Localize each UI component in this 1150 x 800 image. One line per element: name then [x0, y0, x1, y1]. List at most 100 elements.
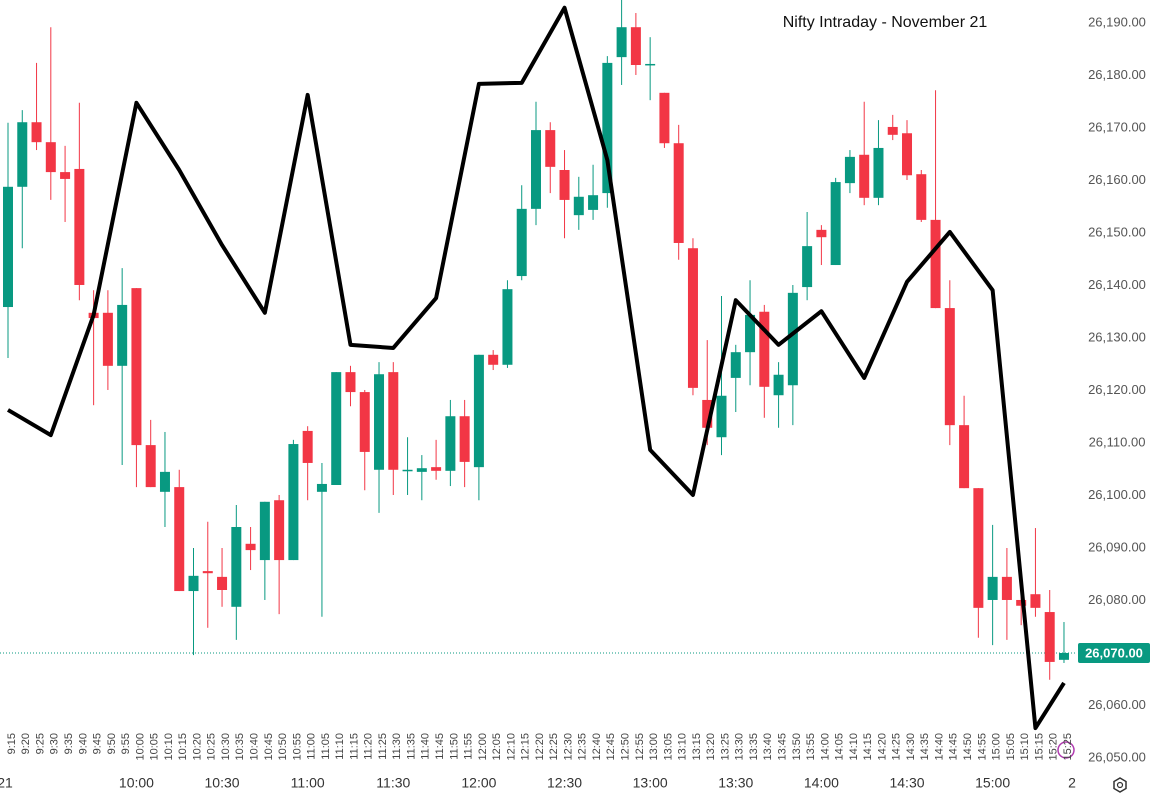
x-tick-label: 15:15	[1033, 733, 1045, 761]
candle-body	[902, 133, 913, 176]
candle-body	[545, 130, 556, 167]
x-tick-label: 9:55	[120, 733, 132, 754]
x-tick-label: 15:00	[991, 733, 1003, 761]
candle-body	[259, 501, 270, 561]
candle-body	[288, 444, 299, 561]
x-tick-label: 10:10	[163, 733, 175, 761]
candle-body	[316, 483, 327, 492]
x-major-label: 14:00	[804, 775, 839, 791]
y-tick-label: 26,050.00	[1088, 749, 1146, 764]
candle-body	[17, 122, 28, 187]
candle-body	[602, 62, 613, 194]
x-tick-label: 14:40	[933, 733, 945, 761]
candle-body	[231, 527, 242, 607]
candle-body	[502, 289, 513, 365]
candle-body	[559, 170, 570, 200]
candle-body	[802, 246, 813, 288]
x-tick-label: 11:40	[420, 733, 432, 760]
y-tick-label: 26,110.00	[1089, 434, 1146, 449]
candle-body	[673, 143, 684, 243]
candle-body	[959, 425, 970, 489]
candle-body	[1016, 599, 1027, 606]
x-tick-label: 12:10	[505, 733, 517, 761]
settings-icon[interactable]	[1113, 777, 1127, 793]
candle-body	[1044, 612, 1055, 662]
replay-icon[interactable]	[1057, 741, 1075, 759]
x-tick-label: 10:20	[191, 733, 203, 761]
y-tick-label: 26,160.00	[1088, 172, 1146, 187]
last-price-box	[1078, 643, 1150, 663]
chart-title: Nifty Intraday - November 21	[783, 14, 988, 31]
candle-body	[844, 156, 855, 184]
x-tick-label: 15:05	[1005, 733, 1017, 761]
candle-body	[45, 142, 56, 173]
candle-body	[359, 392, 370, 452]
x-tick-label: 10:50	[277, 733, 289, 761]
x-major-label: 11:30	[376, 775, 410, 791]
y-tick-label: 26,180.00	[1088, 67, 1146, 82]
x-tick-label: 14:20	[876, 733, 888, 761]
candle-body	[716, 395, 727, 438]
candle-body	[416, 468, 427, 472]
candle-body	[473, 354, 484, 468]
y-tick-label: 26,080.00	[1088, 592, 1146, 607]
candle-body	[174, 487, 185, 592]
x-major-label: 13:30	[718, 775, 753, 791]
y-tick-label: 26,190.00	[1088, 14, 1146, 29]
x-tick-label: 13:05	[662, 733, 674, 761]
candle-body	[916, 174, 927, 220]
x-tick-label: 11:00	[306, 733, 318, 760]
candle-body	[616, 27, 627, 58]
x-tick-label: 10:05	[149, 733, 161, 761]
x-tick-label: 14:15	[862, 733, 874, 761]
candle-body	[159, 471, 170, 492]
candle-body	[930, 219, 941, 309]
x-tick-label: 12:55	[634, 733, 646, 761]
candle-body	[944, 308, 955, 426]
candle-body	[1001, 576, 1012, 600]
candle-body	[217, 576, 228, 590]
candle-body	[388, 372, 399, 470]
x-tick-label: 12:35	[577, 733, 589, 761]
x-tick-label: 11:25	[377, 733, 389, 760]
y-tick-label: 26,090.00	[1088, 539, 1146, 554]
x-tick-label: 13:50	[791, 733, 803, 761]
last-price-label: 26,070.00	[1085, 645, 1143, 660]
x-tick-label: 11:50	[448, 733, 460, 760]
x-major-label: 12:00	[461, 775, 496, 791]
candle-body	[117, 304, 128, 366]
x-tick-label: 10:40	[248, 733, 260, 761]
candle-body	[745, 314, 756, 353]
candle-body	[145, 445, 156, 488]
settings-icon-center	[1116, 781, 1124, 789]
x-tick-label: 12:40	[591, 733, 603, 761]
x-tick-label: 11:20	[363, 733, 375, 760]
candle-body	[345, 372, 356, 393]
candle-body	[730, 352, 741, 378]
x-major-label: 10:00	[119, 775, 154, 791]
x-tick-label: 14:25	[891, 733, 903, 761]
x-major-label: 10:30	[205, 775, 240, 791]
candle-body	[759, 311, 770, 387]
x-tick-label: 14:45	[948, 733, 960, 761]
x-tick-label: 13:00	[648, 733, 660, 761]
candle-body	[274, 500, 285, 561]
x-tick-label: 14:00	[819, 733, 831, 761]
x-tick-label: 9:45	[92, 733, 104, 754]
x-tick-label: 15:20	[1048, 733, 1060, 761]
x-tick-label: 13:30	[734, 733, 746, 761]
x-major-label: 2	[1068, 775, 1076, 791]
x-tick-label: 14:35	[919, 733, 931, 761]
x-tick-label: 13:10	[677, 733, 689, 761]
y-tick-label: 26,130.00	[1088, 329, 1146, 344]
x-tick-label: 11:45	[434, 733, 446, 760]
x-tick-label: 11:35	[405, 733, 417, 760]
y-tick-label: 26,120.00	[1088, 382, 1146, 397]
candle-body	[60, 172, 71, 179]
x-tick-label: 9:35	[63, 733, 75, 754]
candle-body	[588, 195, 599, 210]
x-tick-label: 13:15	[691, 733, 703, 761]
candle-body	[573, 196, 584, 216]
y-tick-label: 26,100.00	[1088, 487, 1146, 502]
x-major-label: 12:30	[547, 775, 582, 791]
